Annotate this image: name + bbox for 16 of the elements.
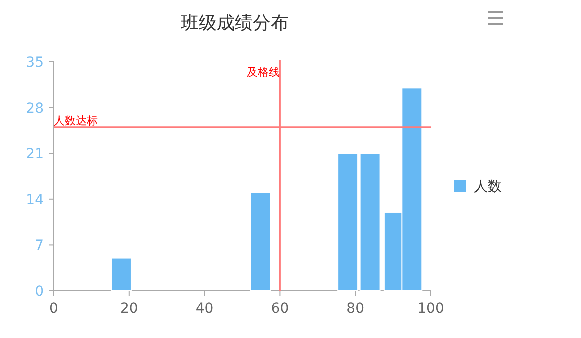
y-tick-label: 7: [35, 238, 44, 254]
ref-line-label: 及格线: [247, 66, 280, 79]
chart-title: 班级成绩分布: [181, 13, 289, 34]
y-tick-label: 28: [26, 100, 44, 117]
y-tick-label: 35: [26, 55, 44, 71]
y-tick-label: 0: [35, 284, 44, 300]
x-tick-label: 80: [346, 301, 365, 317]
x-tick-label: 0: [50, 301, 58, 317]
ref-line-label: 人数达标: [54, 114, 98, 128]
y-tick-label: 14: [26, 192, 44, 208]
y-tick-label: 21: [26, 146, 44, 163]
x-tick-label: 20: [120, 301, 138, 317]
x-tick-label: 100: [418, 301, 444, 317]
x-tick-label: 40: [196, 301, 214, 317]
x-tick-label: 60: [271, 301, 290, 317]
legend-label: 人数: [474, 179, 502, 195]
